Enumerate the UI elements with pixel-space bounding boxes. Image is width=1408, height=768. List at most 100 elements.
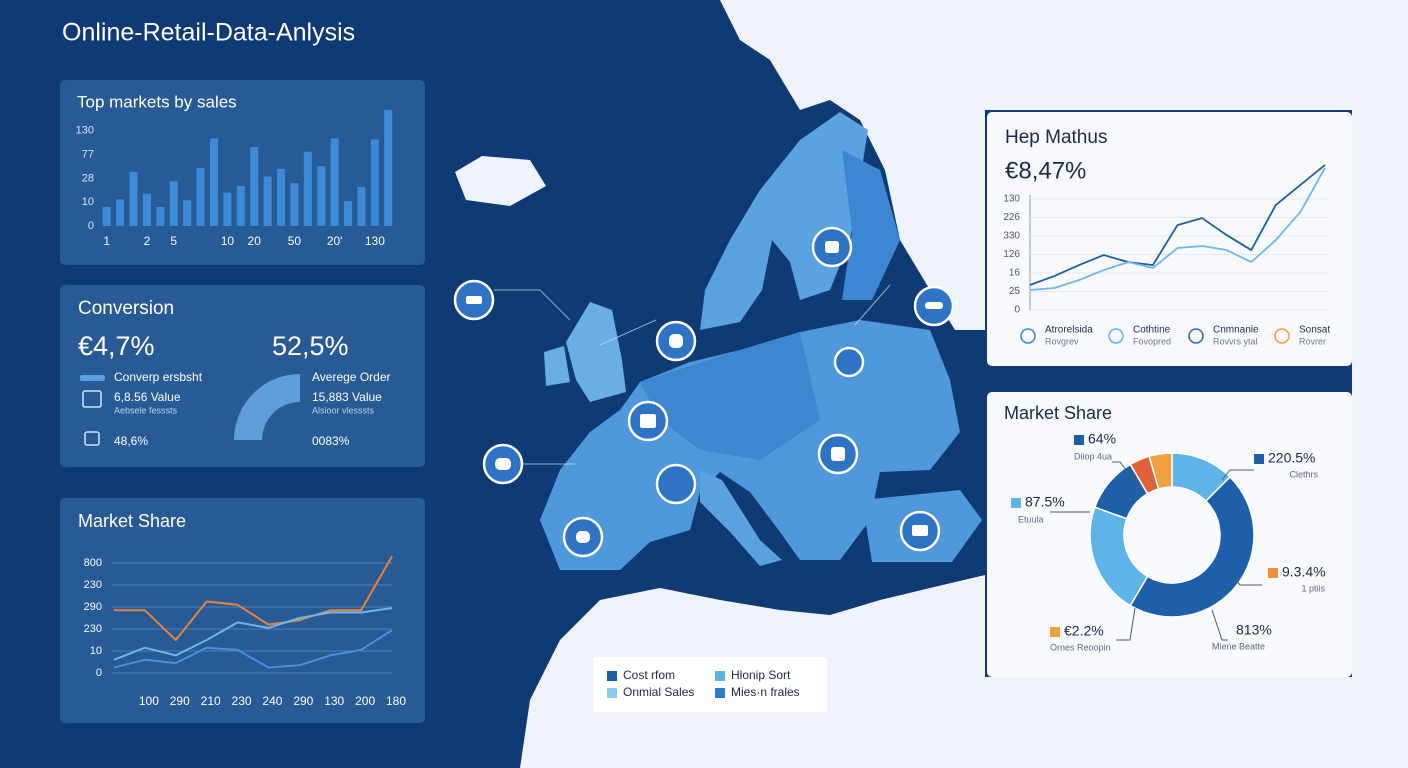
land: [544, 346, 570, 386]
x-tick-label: 10: [221, 234, 235, 248]
x-tick-label: 240: [262, 694, 282, 708]
y-tick-label: 130: [1003, 194, 1020, 205]
x-tick-label: 50: [288, 234, 302, 248]
bar: [370, 139, 379, 226]
kpi-sub: Aebsele fesssts: [114, 405, 178, 415]
y-tick-label: 226: [1003, 212, 1020, 223]
x-tick-label: 5: [170, 234, 177, 248]
donut-segment: [1129, 475, 1255, 618]
panel: [987, 392, 1352, 677]
legend-swatch: [607, 671, 617, 681]
y-tick-label: 290: [84, 601, 102, 613]
kpi-label: 6,8.56 Value: [114, 390, 181, 404]
leader-line: [1233, 577, 1262, 586]
line-series: [1029, 164, 1326, 286]
y-tick-label: 0: [96, 667, 102, 679]
land: [700, 470, 782, 566]
y-tick-label: 230: [84, 623, 102, 635]
glyph: [825, 241, 839, 253]
annotation-value: 9.3.4%: [1282, 564, 1326, 580]
leader-line: [1116, 607, 1136, 641]
annotation-sub: Etuula: [1018, 514, 1044, 524]
panel: [60, 285, 425, 467]
legend-swatch: [715, 671, 725, 681]
bar: [344, 201, 353, 226]
legend-label: Onmial Sales: [623, 685, 694, 699]
annotation-swatch: [1074, 435, 1084, 445]
legend-label: Mies·n frales: [731, 685, 800, 699]
bar: [263, 176, 272, 226]
line-series: [113, 607, 393, 661]
bar: [102, 206, 111, 226]
glyph: [576, 531, 590, 543]
legend-icon: [1020, 328, 1036, 344]
y-tick-label: 330: [1003, 231, 1020, 242]
x-tick-label: 230: [232, 694, 252, 708]
legend-sub: Rovvrs ytal: [1213, 336, 1258, 346]
x-tick-label: 20: [248, 234, 262, 248]
bar: [317, 166, 326, 226]
kpi-label: Averege Order: [312, 370, 391, 384]
map-icon[interactable]: [655, 463, 697, 505]
legend-icon: [1108, 328, 1124, 344]
annotation-sub: Ornes Reoopin: [1050, 642, 1111, 652]
bar: [290, 183, 299, 226]
x-tick-label: 210: [201, 694, 221, 708]
kpi-label: 48,6%: [114, 434, 148, 448]
kpi-sub: Alsioor vlesssts: [312, 405, 375, 415]
annotation-sub: 1 ptiis: [1301, 583, 1325, 593]
line-series: [114, 555, 393, 641]
kpi-label: Converp ersbsht: [114, 370, 203, 384]
bar: [169, 181, 178, 226]
y-tick-label: 77: [82, 149, 94, 161]
annotation-swatch: [1050, 627, 1060, 637]
land-north: [720, 0, 1408, 330]
connector: [599, 319, 657, 346]
leader-line: [1112, 461, 1141, 489]
bar: [223, 192, 232, 226]
bar: [277, 168, 286, 226]
legend-swatch: [715, 688, 725, 698]
x-tick-label: 180: [386, 694, 406, 708]
land: [640, 332, 820, 460]
glyph: [466, 296, 482, 304]
legend-sub: Rovrer: [1299, 336, 1326, 346]
x-tick-label: 200: [355, 694, 375, 708]
map-icon[interactable]: [833, 346, 865, 378]
y-tick-label: 0: [1014, 305, 1020, 316]
y-tick-label: 0: [88, 220, 94, 232]
y-tick-label: 230: [84, 579, 102, 591]
island: [455, 156, 546, 206]
legend-label: Cost rfom: [623, 668, 675, 682]
y-tick-label: 16: [1009, 268, 1021, 279]
panel-title: Hep Mathus: [1005, 127, 1107, 148]
leader-line: [1221, 469, 1254, 481]
x-tick-label: 130: [324, 694, 344, 708]
bar: [250, 146, 259, 226]
icon: [84, 431, 100, 446]
legend-label: Sonsat: [1299, 325, 1330, 336]
kpi-label: 0083%: [312, 434, 350, 448]
bar: [357, 186, 366, 226]
connector: [494, 289, 571, 321]
y-tick-label: 126: [1003, 249, 1020, 260]
y-tick-label: 10: [90, 645, 102, 657]
bar: [156, 206, 165, 226]
legend-label: Hlonip Sort: [731, 668, 791, 682]
map-icon-glyphs: [466, 241, 943, 543]
bar: [330, 138, 339, 226]
land-south: [520, 575, 1408, 768]
donut-segment: [1148, 452, 1173, 490]
annotation-swatch: [1254, 454, 1264, 464]
land: [842, 150, 900, 300]
legend-sub: Rovgrev: [1045, 336, 1079, 346]
connector: [854, 284, 891, 326]
legend-icon: [1188, 328, 1204, 344]
x-tick-label: 1: [103, 234, 110, 248]
annotation-sub: Clethrs: [1289, 469, 1318, 479]
annotation-value: 813%: [1236, 622, 1272, 638]
x-tick-label: 20': [327, 234, 343, 248]
bar: [116, 199, 125, 226]
y-tick-label: 800: [84, 557, 102, 569]
